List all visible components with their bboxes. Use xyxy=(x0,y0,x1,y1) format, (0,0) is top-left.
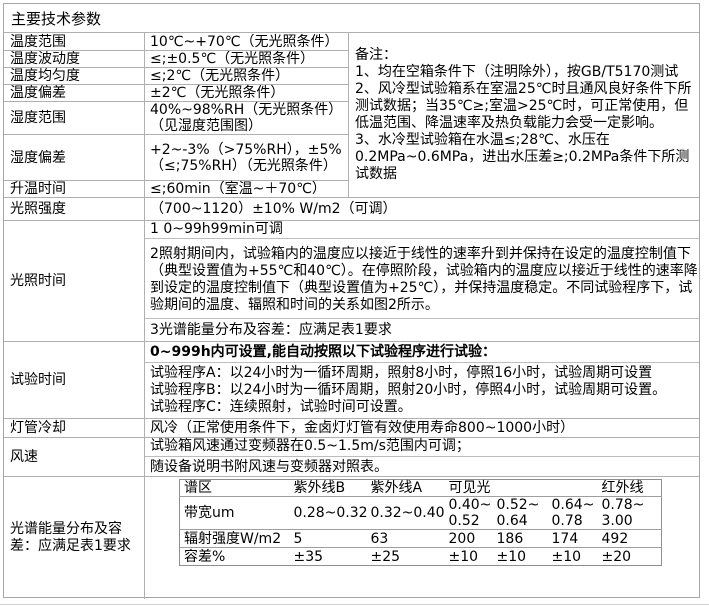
spectrum-header-row: 谱区 紫外线B 紫外线A 可见光 红外线 xyxy=(179,479,662,497)
table-row: 光照时间 1 0~99h99min可调 2照射期间内，试验箱内的温度应以接近于线… xyxy=(4,221,699,342)
spec-label: 风速 xyxy=(4,438,145,476)
spectrum-cell: 0.64~ 0.78 xyxy=(547,496,598,530)
spec-value: 风冷（正常使用条件下，金卤灯灯管有效使用寿命800~1000小时） xyxy=(150,419,575,436)
spec-value: ≤;2℃（无光照条件） xyxy=(150,68,290,84)
spectrum-cell: 0.40~ 0.52 xyxy=(444,496,493,530)
spectrum-row-label: 容差% xyxy=(184,548,226,565)
spec-section-with-remarks: 温度范围 10℃~+70℃（无光照条件） 温度波动度 ≤;±0.5℃（无光照条件… xyxy=(4,33,699,198)
spectrum-header-visible: 可见光 xyxy=(444,479,598,497)
spectrum-cell: 0.28~0.32 xyxy=(289,496,368,530)
spec-label: 温度偏差 xyxy=(4,85,145,101)
spec-value: 10℃~+70℃（无光照条件） xyxy=(150,33,339,50)
spectrum-cell: 200 xyxy=(444,529,493,548)
spectrum-cell: 63 xyxy=(366,529,445,548)
page-title: 主要技术参数 xyxy=(4,4,699,33)
spec-label: 温度波动度 xyxy=(4,51,145,67)
spec-label: 试验时间 xyxy=(4,342,145,418)
page-bottom-divider xyxy=(0,604,709,605)
spectrum-cell: 492 xyxy=(597,529,662,548)
spectrum-row-label: 带宽um xyxy=(179,496,290,530)
spec-rows: 温度范围 10℃~+70℃（无光照条件） 温度波动度 ≤;±0.5℃（无光照条件… xyxy=(4,33,349,197)
spectrum-cell: 0.32~0.40 xyxy=(366,496,445,530)
spectrum-cell: ±20 xyxy=(601,548,632,565)
spectrum-cell: ±25 xyxy=(370,548,401,565)
spectrum-cell: 5 xyxy=(289,529,367,548)
light-time-line1: 1 0~99h99min可调 xyxy=(145,221,699,239)
test-time-value: 0~999h内可设置,能自动按照以下试验程序进行试验： 试验程序A：以24小时为… xyxy=(145,342,699,418)
spectrum-cell: ±10 xyxy=(496,548,527,565)
spectrum-tolerance-row: 容差% ±35 ±25 ±10 ±10 ±10 ±20 xyxy=(180,548,662,566)
spectrum-header-ir: 红外线 xyxy=(597,479,662,497)
table-row: 灯管冷却 风冷（正常使用条件下，金卤灯灯管有效使用寿命800~1000小时） xyxy=(4,419,699,438)
spec-label: 光谱能量分布及容差：应满足表1要求 xyxy=(4,477,145,599)
table-row: 温度范围 10℃~+70℃（无光照条件） xyxy=(4,33,348,51)
remarks-text: 备注： 1、均在空箱条件下（注明除外），按GB/T5170测试 2、风冷型试验箱… xyxy=(355,47,692,182)
spectrum-cell: ±35 xyxy=(293,548,324,565)
wind-speed-line2: 随设备说明书附风速与变频器对照表。 xyxy=(150,459,388,475)
spec-label: 湿度偏差 xyxy=(4,135,145,180)
spectrum-value: 谱区 紫外线B 紫外线A 可见光 红外线 带宽um 0.28~0.32 0.32… xyxy=(145,477,699,599)
spec-label: 光照强度 xyxy=(4,198,145,220)
spec-value: （700~1120）±10% W/m2（可调） xyxy=(150,200,397,217)
light-time-paragraph: 2照射期间内，试验箱内的温度应以接近于线性的速率升到并保持在设定的温度控制值下（… xyxy=(145,239,699,319)
table-row: 温度波动度 ≤;±0.5℃（无光照条件） xyxy=(4,51,348,68)
spectrum-cell: 0.52~ 0.64 xyxy=(492,496,548,530)
spec-label: 升温时间 xyxy=(4,181,145,197)
spectrum-bandwidth-row: 带宽um 0.28~0.32 0.32~0.40 0.40~ 0.52 0.52… xyxy=(179,496,662,530)
spectrum-header-col0: 谱区 xyxy=(179,479,290,497)
spectrum-row-label: 辐射强度W/m2 xyxy=(179,529,290,548)
table-row: 湿度偏差 +2~-3%（>75%RH），±5%（≤;75%RH）（无光照条件） xyxy=(4,135,348,181)
table-row: 湿度范围 40%~98%RH（无光照条件）（见湿度范围图） xyxy=(4,102,348,135)
spectrum-header-uvb: 紫外线B xyxy=(289,479,367,497)
light-time-value: 1 0~99h99min可调 2照射期间内，试验箱内的温度应以接近于线性的速率升… xyxy=(145,221,699,341)
spec-label: 灯管冷却 xyxy=(4,419,145,437)
spec-label: 光照时间 xyxy=(4,221,145,341)
table-row: 光谱能量分布及容差：应满足表1要求 谱区 紫外线B 紫外线A 可见光 红外线 带… xyxy=(4,477,699,599)
table-row: 温度偏差 ±2℃（无光照条件） xyxy=(4,85,348,102)
spec-label: 温度均匀度 xyxy=(4,68,145,84)
spec-sheet: 主要技术参数 温度范围 10℃~+70℃（无光照条件） 温度波动度 ≤;±0.5… xyxy=(3,3,700,599)
spec-value: 40%~98%RH（无光照条件）（见湿度范围图） xyxy=(150,102,343,134)
wind-speed-line1: 试验箱风速通过变频器在0.5~1.5m/s范围内可调； xyxy=(145,438,699,457)
wind-speed-value: 试验箱风速通过变频器在0.5~1.5m/s范围内可调； 随设备说明书附风速与变频… xyxy=(145,438,699,476)
spec-value: ≤;60min（室温~＋70℃） xyxy=(150,181,326,197)
test-time-programs: 试验程序A：以24小时为一循环周期，照射8小时，停照16小时，试验周期可设置 试… xyxy=(150,365,667,415)
light-time-line3: 3光谱能量分布及容差：应满足表1要求 xyxy=(150,322,392,338)
spectrum-table: 谱区 紫外线B 紫外线A 可见光 红外线 带宽um 0.28~0.32 0.32… xyxy=(179,479,662,566)
spec-value: ±2℃（无光照条件） xyxy=(150,85,285,101)
table-row: 光照强度 （700~1120）±10% W/m2（可调） xyxy=(4,198,699,221)
spectrum-irradiance-row: 辐射强度W/m2 5 63 200 186 174 492 xyxy=(179,529,662,548)
table-row: 升温时间 ≤;60min（室温~＋70℃） xyxy=(4,181,348,197)
spec-label: 温度范围 xyxy=(4,33,145,50)
spectrum-cell: 174 xyxy=(547,529,598,548)
test-time-headline: 0~999h内可设置,能自动按照以下试验程序进行试验： xyxy=(145,342,699,363)
table-row: 温度均匀度 ≤;2℃（无光照条件） xyxy=(4,68,348,85)
spectrum-cell: 186 xyxy=(492,529,548,548)
spec-value: +2~-3%（>75%RH），±5%（≤;75%RH）（无光照条件） xyxy=(150,141,342,174)
spec-value: ≤;±0.5℃（无光照条件） xyxy=(150,51,315,67)
spectrum-cell: 0.78~ 3.00 xyxy=(597,496,662,530)
remarks-cell: 备注： 1、均在空箱条件下（注明除外），按GB/T5170测试 2、风冷型试验箱… xyxy=(349,33,699,197)
table-row: 风速 试验箱风速通过变频器在0.5~1.5m/s范围内可调； 随设备说明书附风速… xyxy=(4,438,699,477)
spectrum-cell: ±10 xyxy=(551,548,582,565)
table-row: 试验时间 0~999h内可设置,能自动按照以下试验程序进行试验： 试验程序A：以… xyxy=(4,342,699,419)
spec-label: 湿度范围 xyxy=(4,102,145,134)
spectrum-cell: ±10 xyxy=(448,548,479,565)
spectrum-header-uva: 紫外线A xyxy=(366,479,445,497)
